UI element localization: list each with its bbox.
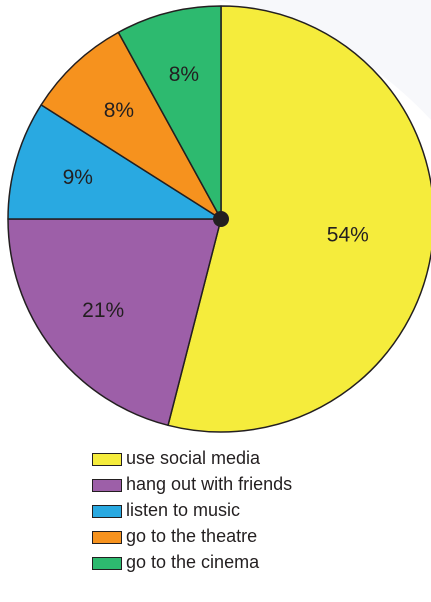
watermark-arc: [60, 0, 431, 120]
pie-label-friends: 21%: [82, 299, 124, 322]
legend-label-music: listen to music: [126, 500, 241, 520]
legend-label-social-media: use social media: [126, 448, 261, 468]
legend-swatch-friends: [92, 479, 122, 492]
pie-slice-theatre: [40, 31, 222, 220]
pie-label-music: 9%: [63, 166, 93, 189]
legend-label-cinema: go to the cinema: [126, 552, 260, 572]
legend: use social media hang out with friends l…: [92, 445, 292, 575]
pie-label-cinema: 8%: [169, 63, 199, 86]
pie-center-dot: [213, 211, 229, 227]
legend-swatch-music: [92, 505, 122, 518]
pie-label-theatre: 8%: [104, 99, 134, 122]
legend-item-theatre: go to the theatre: [92, 523, 292, 549]
legend-item-cinema: go to the cinema: [92, 549, 292, 575]
pie-slices: [7, 5, 431, 433]
legend-label-theatre: go to the theatre: [126, 526, 258, 546]
pie-slice-social-media: [167, 5, 431, 433]
legend-item-friends: hang out with friends: [92, 471, 292, 497]
legend-item-music: listen to music: [92, 497, 292, 523]
pie-slice-music: [7, 104, 222, 220]
pie-slice-friends: [7, 218, 222, 427]
legend-swatch-theatre: [92, 531, 122, 544]
pie-label-social-media: 54%: [327, 224, 369, 247]
legend-swatch-social-media: [92, 453, 122, 466]
pie-labels: 54% 21% 9% 8% 8%: [63, 63, 369, 322]
legend-label-friends: hang out with friends: [126, 474, 293, 494]
legend-item-social-media: use social media: [92, 445, 292, 471]
pie-slice-cinema: [117, 5, 222, 220]
pie-chart: 54% 21% 9% 8% 8%: [7, 5, 431, 433]
legend-swatch-cinema: [92, 557, 122, 570]
